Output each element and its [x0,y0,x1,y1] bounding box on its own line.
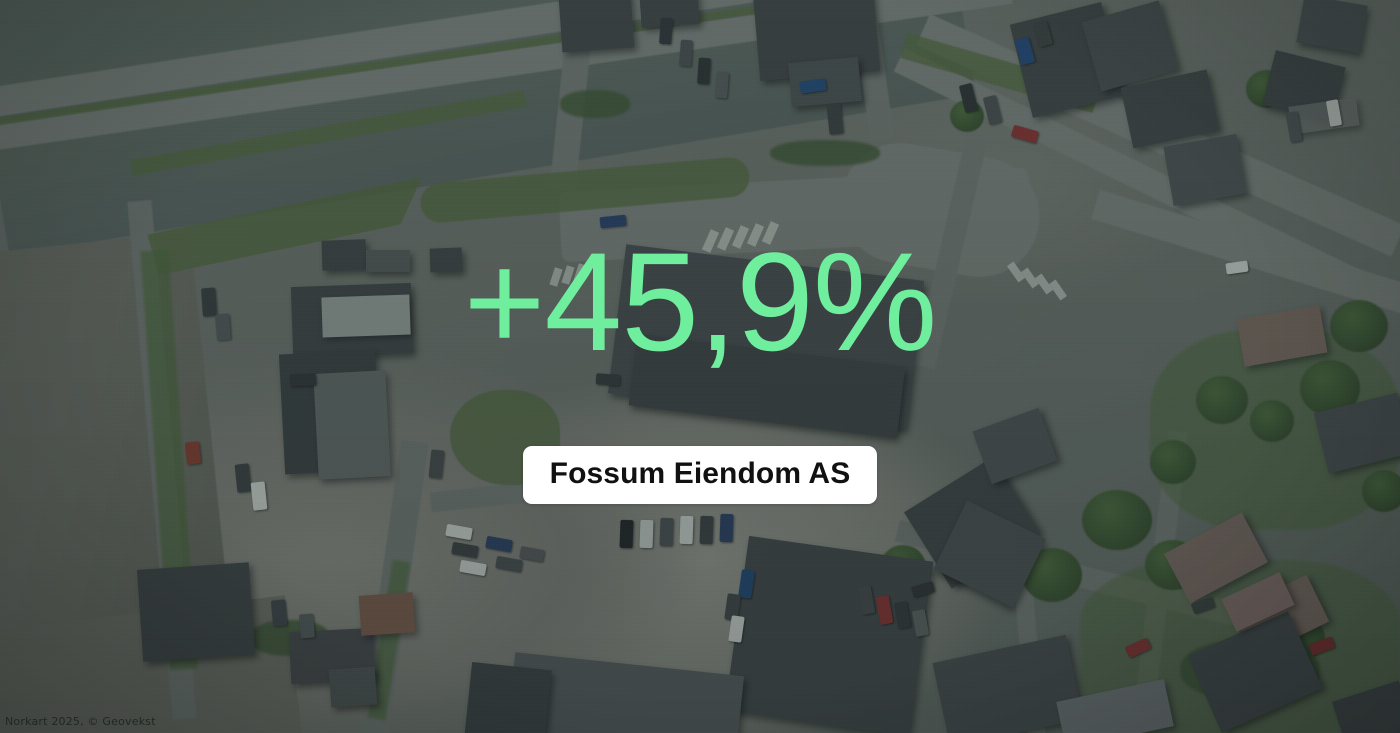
company-name-container: Fossum Eiendom AS [0,446,1400,504]
percentage-change-label: +45,9% [463,223,938,380]
company-name-chip[interactable]: Fossum Eiendom AS [522,446,878,504]
map-attribution: Norkart 2025, © Geovekst [5,715,156,728]
